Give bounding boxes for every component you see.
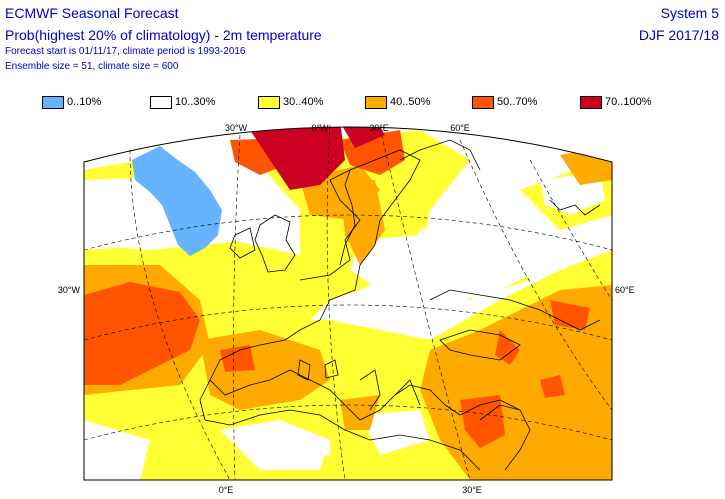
legend-label: 10..30%	[175, 96, 216, 108]
legend-label: 30..40%	[283, 96, 324, 108]
forecast-subtitle: Prob(highest 20% of climatology) - 2m te…	[5, 27, 322, 43]
coastlines	[199, 139, 601, 471]
legend-swatch	[258, 95, 280, 109]
season-label: DJF 2017/18	[638, 27, 719, 43]
grid-label-bottom-30e: 30°E	[462, 485, 482, 495]
legend-item-50-70: 50..70%	[472, 94, 537, 110]
grid-label-right-60e: 60°E	[615, 285, 635, 295]
legend-swatch	[580, 95, 602, 109]
legend-item-10-30: 10..30%	[150, 94, 215, 110]
legend-label: 50..70%	[497, 96, 538, 108]
forecast-title: ECMWF Seasonal Forecast	[5, 5, 179, 21]
legend-label: 0..10%	[67, 96, 102, 108]
grid-label-top-60e: 60°E	[450, 123, 470, 133]
legend-label: 70..100%	[605, 96, 652, 108]
probability-map: 30°W 0°W 30°E 60°E 30°W 60°E 0°E 30°E	[58, 123, 635, 495]
legend-item-70-100: 70..100%	[580, 94, 651, 110]
grid-label-top-30w: 30°W	[225, 123, 248, 133]
graticule	[83, 124, 613, 481]
legend-swatch	[42, 95, 64, 109]
legend-label: 40..50%	[390, 96, 431, 108]
field-50-70	[84, 130, 590, 448]
grid-label-bottom-0e: 0°E	[219, 485, 234, 495]
field-0-10	[132, 146, 222, 256]
legend-item-30-40: 30..40%	[258, 94, 323, 110]
legend-swatch	[472, 95, 494, 109]
legend-swatch	[365, 95, 387, 109]
grid-label-top-30e: 30°E	[369, 123, 389, 133]
legend-item-0-10: 0..10%	[42, 94, 101, 110]
field-70-100	[250, 127, 385, 190]
map-frame	[83, 126, 613, 481]
probability-legend: 0..10% 10..30% 30..40% 40..50% 50..70% 7…	[0, 94, 725, 110]
system-label: System 5	[660, 5, 719, 21]
forecast-start-info: Forecast start is 01/11/17, climate peri…	[5, 46, 246, 57]
grid-label-top-0w: 0°W	[311, 123, 329, 133]
legend-item-40-50: 40..50%	[365, 94, 430, 110]
grid-label-left-30w: 30°W	[58, 285, 81, 295]
field-10-30	[84, 172, 605, 480]
ensemble-info: Ensemble size = 51, climate size = 600	[5, 61, 179, 72]
legend-swatch	[150, 95, 172, 109]
